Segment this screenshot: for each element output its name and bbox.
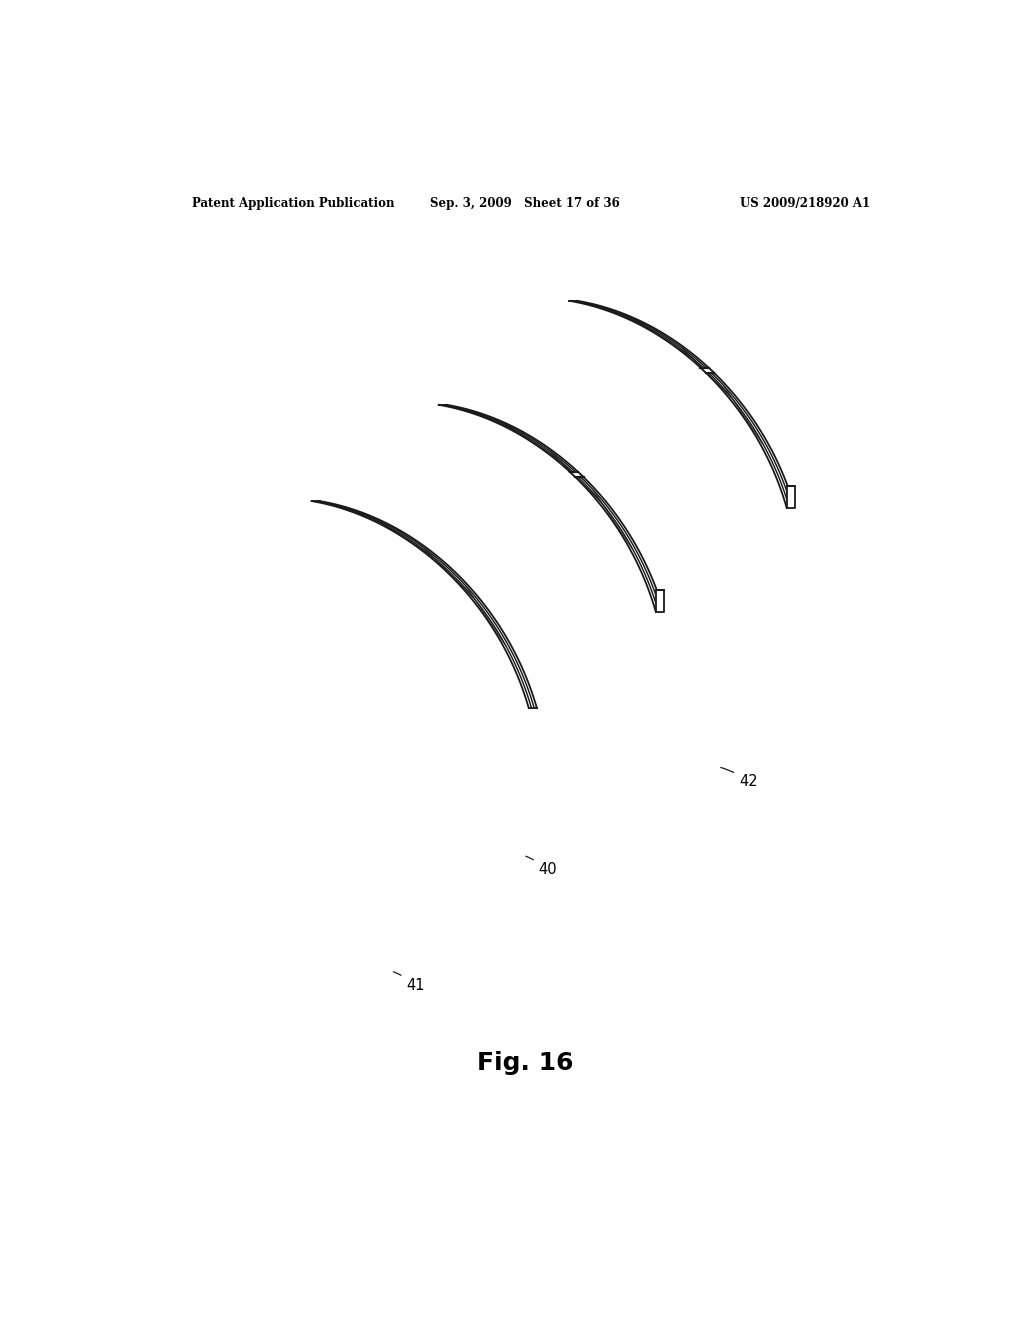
Text: Sep. 3, 2009   Sheet 17 of 36: Sep. 3, 2009 Sheet 17 of 36 <box>430 197 620 210</box>
Text: 40: 40 <box>526 857 557 878</box>
Polygon shape <box>569 301 795 508</box>
Text: Fig. 16: Fig. 16 <box>476 1051 573 1076</box>
Text: 41: 41 <box>393 972 425 993</box>
Text: US 2009/218920 A1: US 2009/218920 A1 <box>739 197 869 210</box>
Text: Patent Application Publication: Patent Application Publication <box>193 197 394 210</box>
Polygon shape <box>655 590 664 612</box>
Polygon shape <box>438 405 664 612</box>
Polygon shape <box>700 368 715 374</box>
Text: 42: 42 <box>721 767 758 789</box>
Polygon shape <box>786 486 795 508</box>
Polygon shape <box>569 471 584 477</box>
Polygon shape <box>311 502 537 708</box>
